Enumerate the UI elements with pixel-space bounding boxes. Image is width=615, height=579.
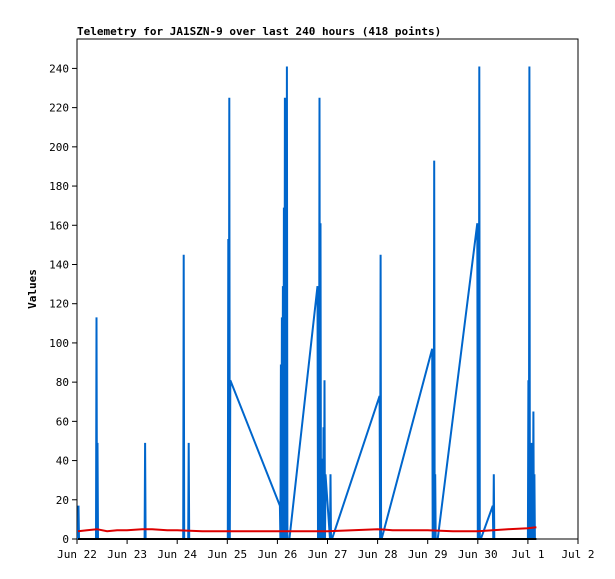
y-tick-label: 240 (49, 62, 69, 75)
x-tick-label: Jun 24 (157, 548, 197, 561)
y-tick-label: 160 (49, 219, 69, 232)
x-tick-label: Jun 22 (57, 548, 97, 561)
chart-title: Telemetry for JA1SZN-9 over last 240 hou… (77, 25, 441, 38)
y-tick-label: 20 (56, 494, 69, 507)
y-tick-label: 140 (49, 258, 69, 271)
y-tick-label: 0 (62, 533, 69, 546)
x-tick-label: Jun 30 (458, 548, 498, 561)
plot-area (76, 38, 579, 540)
y-tick-label: 220 (49, 102, 69, 115)
y-tick-label: 60 (56, 415, 69, 428)
x-tick-label: Jun 29 (408, 548, 448, 561)
y-axis-label: Values (26, 269, 39, 309)
x-tick-label: Jun 25 (207, 548, 247, 561)
x-tick-label: Jul 1 (511, 548, 544, 561)
series-line-2 (77, 526, 537, 533)
y-tick-label: 180 (49, 180, 69, 193)
x-tick-label: Jun 28 (358, 548, 398, 561)
x-axis: Jun 22 Jun 23 Jun 24 Jun 25 Jun 26 Jun 27 Jun … (57, 539, 595, 561)
y-tick-label: 120 (49, 298, 69, 311)
x-tick-label: Jul 2 (561, 548, 594, 561)
y-tick-label: 80 (56, 376, 69, 389)
x-tick-label: Jun 23 (107, 548, 147, 561)
y-axis: 0 20 40 60 80 100 120 140 160 180 200 220 240 (49, 62, 77, 546)
y-tick-label: 200 (49, 141, 69, 154)
series-layer (77, 66, 537, 540)
y-tick-label: 40 (56, 455, 69, 468)
y-tick-label: 100 (49, 337, 69, 350)
x-tick-label: Jun 27 (308, 548, 348, 561)
x-tick-label: Jun 26 (258, 548, 298, 561)
